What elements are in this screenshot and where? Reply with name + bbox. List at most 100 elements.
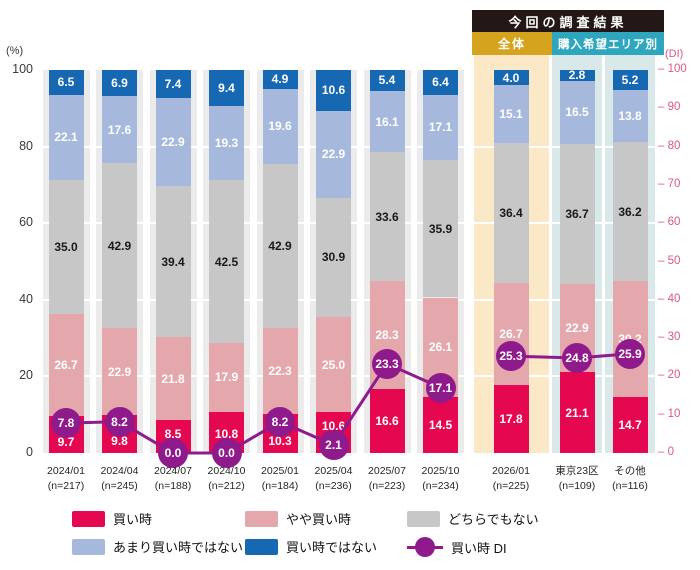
bar-segment	[612, 142, 648, 282]
legend-item: 買い時	[72, 509, 152, 528]
di-marker: 17.1	[425, 372, 456, 403]
bar-segment	[493, 384, 529, 453]
bar-segment-label: 36.2	[618, 204, 642, 219]
bar-segment-label: 6.5	[57, 75, 75, 90]
bar-segment-label: 14.7	[618, 417, 642, 432]
bar-segment	[423, 70, 458, 95]
bar-segment	[155, 70, 191, 99]
bar-segment-label: 33.6	[375, 209, 399, 224]
bar-segment-label: 19.3	[214, 136, 239, 151]
di-axis-tick: – 60	[658, 216, 681, 229]
percent-axis-tick: 0	[26, 445, 33, 459]
bar-segment-label: 22.1	[54, 130, 78, 145]
bar-segment	[262, 70, 298, 89]
bar-segment	[369, 152, 405, 282]
bar-segment-label: 15.1	[499, 107, 523, 122]
bar-segment-label: 6.9	[111, 75, 128, 90]
x-axis-label: 2025/01 (n=184)	[261, 464, 299, 494]
legend-label: どちらでもない	[448, 512, 539, 527]
x-axis-sublabel: (n=245)	[101, 480, 138, 493]
bar-segment-label: 17.8	[499, 411, 523, 426]
legend-swatch	[245, 538, 278, 555]
x-axis-label: その他 (n=116)	[612, 464, 648, 494]
bar-segment	[423, 94, 458, 160]
current-survey-header: 今回の調査結果	[472, 10, 664, 32]
x-axis-category: 2024/10	[207, 465, 246, 477]
bar-segment	[559, 70, 595, 81]
di-marker: 8.2	[265, 406, 295, 437]
bar-segment-label: 5.4	[378, 73, 396, 88]
bar-segment-label: 10.6	[321, 83, 346, 98]
legend-swatch	[245, 510, 278, 527]
x-axis-label: 2024/07 (n=188)	[154, 464, 192, 494]
bar-segment	[262, 88, 298, 164]
di-marker: 2.1	[318, 429, 349, 460]
di-axis-tick: – 10	[658, 407, 681, 420]
bar-segment	[155, 98, 191, 187]
x-axis-sublabel: (n=236)	[315, 480, 352, 493]
bar-segment	[209, 70, 244, 107]
legend-label: やや買い時	[286, 512, 352, 527]
di-axis-tick: – 90	[658, 101, 681, 114]
bar-segment	[155, 186, 191, 337]
x-axis-sublabel: (n=223)	[368, 480, 406, 493]
di-axis-tick: – 50	[658, 254, 681, 267]
bar-segment-label: 16.1	[375, 114, 399, 129]
di-marker: 25.3	[496, 341, 526, 372]
x-axis-category: 2025/01	[261, 465, 299, 477]
x-axis-label: 2024/01 (n=217)	[47, 464, 85, 494]
percent-axis-tick: 20	[19, 368, 33, 383]
x-axis-category: 2026/01	[492, 465, 530, 477]
area-subheader: 購入希望エリア別	[552, 32, 664, 55]
di-marker: 7.8	[51, 408, 81, 439]
bar-segment	[102, 163, 137, 328]
bar-segment-label: 42.9	[107, 238, 132, 253]
bar-segment-label: 7.4	[164, 77, 182, 92]
bar-segment-label: 16.5	[565, 105, 589, 120]
bar-segment-label: 36.7	[565, 207, 589, 222]
x-axis-label: 2025/04 (n=236)	[315, 464, 353, 494]
x-axis-label: 2026/01 (n=225)	[492, 464, 530, 494]
bar-segment	[209, 106, 244, 181]
di-marker: 24.8	[562, 343, 592, 374]
x-axis-label: 2025/07 (n=223)	[368, 464, 406, 494]
bar-segment-label: 42.9	[268, 238, 292, 253]
bar-segment	[316, 110, 351, 199]
legend-swatch	[72, 510, 105, 527]
percent-axis-tick: 80	[19, 138, 33, 153]
legend-swatch	[407, 510, 440, 527]
di-marker: 23.3	[372, 348, 402, 379]
bar-segment-label: 13.8	[618, 108, 642, 123]
di-axis-unit-label: (DI)	[665, 48, 684, 60]
bar-segment	[102, 96, 137, 164]
bar-segment-label: 22.9	[321, 147, 346, 162]
x-axis-label: 2024/04 (n=245)	[101, 464, 139, 494]
bar-segment	[493, 70, 529, 86]
bar-segment-label: 28.3	[375, 328, 399, 343]
bar-segment	[316, 70, 351, 111]
bar-segment	[559, 80, 595, 144]
di-axis-tick: – 40	[658, 292, 681, 305]
bar-segment	[612, 89, 648, 143]
di-marker: 0.0	[158, 438, 188, 468]
overall-subheader: 全体	[472, 32, 552, 55]
di-marker: 8.2	[104, 406, 135, 437]
legend-di-marker	[407, 537, 443, 557]
x-axis-label: 2024/10 (n=212)	[208, 464, 246, 494]
legend-label: 買い時 DI	[451, 540, 507, 556]
legend-item: 買い時ではない	[245, 537, 377, 556]
bar-segment	[612, 69, 648, 90]
bar-segment	[48, 70, 84, 95]
bar-segment-label: 30.9	[321, 250, 346, 265]
bar-segment	[612, 396, 648, 453]
bar-segment-label: 17.6	[107, 122, 132, 137]
x-axis-sublabel: (n=234)	[422, 480, 459, 493]
bar-segment-label: 26.7	[499, 326, 523, 341]
bar-segment	[316, 198, 351, 317]
bar-segment-label: 5.2	[621, 72, 639, 87]
bar-segment-label: 19.6	[268, 119, 292, 134]
x-axis-category: 2024/07	[154, 465, 192, 477]
legend-item: 買い時 DI	[407, 537, 507, 557]
bar-segment-label: 21.1	[565, 405, 589, 420]
bar-segment	[493, 143, 529, 283]
